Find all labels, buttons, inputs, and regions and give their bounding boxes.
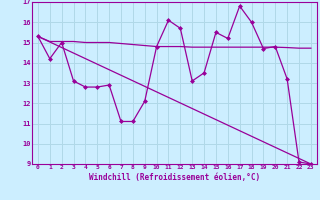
X-axis label: Windchill (Refroidissement éolien,°C): Windchill (Refroidissement éolien,°C) — [89, 173, 260, 182]
